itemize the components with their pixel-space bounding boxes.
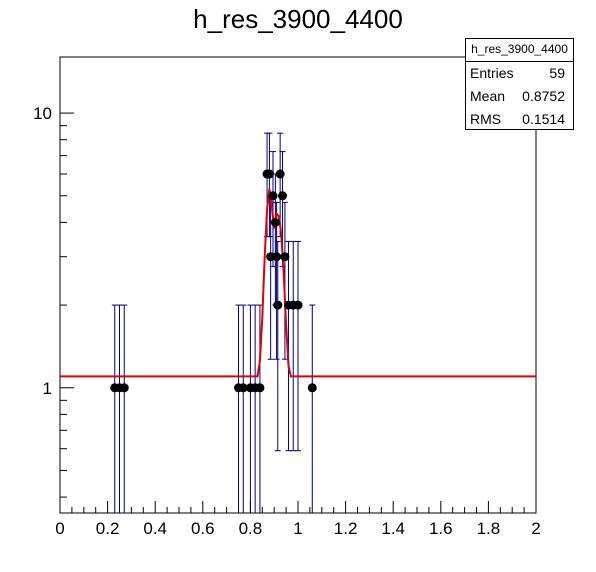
data-point xyxy=(272,252,282,262)
stats-box: h_res_3900_4400 Entries 59 Mean 0.8752 R… xyxy=(465,38,574,130)
stats-rms-value: 0.1514 xyxy=(522,111,565,127)
x-axis: 0 0.2 0.4 0.6 0.8 1 1.2 1.4 1.6 1.8 2 xyxy=(55,501,541,538)
x-tick-label: 1.2 xyxy=(334,519,358,538)
x-tick-label: 1.4 xyxy=(381,519,405,538)
data-point xyxy=(238,383,248,393)
fit-curve xyxy=(60,188,536,378)
x-tick-label: 0.8 xyxy=(239,519,263,538)
data-point xyxy=(278,191,288,201)
stats-entries-row: Entries 59 xyxy=(466,62,573,85)
x-tick-label: 1 xyxy=(293,519,302,538)
stats-rms-row: RMS 0.1514 xyxy=(466,108,573,131)
x-tick-label: 2 xyxy=(531,519,540,538)
chart-title: h_res_3900_4400 xyxy=(193,4,403,34)
y-axis: 1 10 xyxy=(33,104,74,498)
data-point xyxy=(275,169,285,179)
data-point xyxy=(119,383,129,393)
x-tick-label: 0.4 xyxy=(143,519,167,538)
fit-curve-layer xyxy=(60,188,536,378)
data-point xyxy=(280,252,290,262)
data-markers xyxy=(110,169,317,393)
stats-entries-label: Entries xyxy=(470,65,514,81)
x-tick-label: 1.6 xyxy=(429,519,453,538)
data-point xyxy=(270,217,280,227)
data-point xyxy=(273,300,283,310)
stats-mean-label: Mean xyxy=(470,88,506,104)
error-bars xyxy=(111,132,316,513)
data-point xyxy=(307,383,317,393)
data-point xyxy=(264,169,274,179)
data-point xyxy=(293,300,303,310)
stats-mean-value: 0.8752 xyxy=(522,88,565,104)
stats-entries-value: 59 xyxy=(549,65,565,81)
x-tick-label: 0.6 xyxy=(191,519,215,538)
data-point xyxy=(255,383,265,393)
x-tick-label: 0.2 xyxy=(96,519,120,538)
stats-mean-row: Mean 0.8752 xyxy=(466,85,573,108)
x-tick-label: 0 xyxy=(55,519,64,538)
y-tick-label: 10 xyxy=(33,104,52,123)
data-point xyxy=(268,191,278,201)
stats-rms-label: RMS xyxy=(470,111,502,127)
x-tick-label: 1.8 xyxy=(477,519,501,538)
stats-box-title: h_res_3900_4400 xyxy=(466,39,573,62)
y-tick-label: 1 xyxy=(43,379,52,398)
